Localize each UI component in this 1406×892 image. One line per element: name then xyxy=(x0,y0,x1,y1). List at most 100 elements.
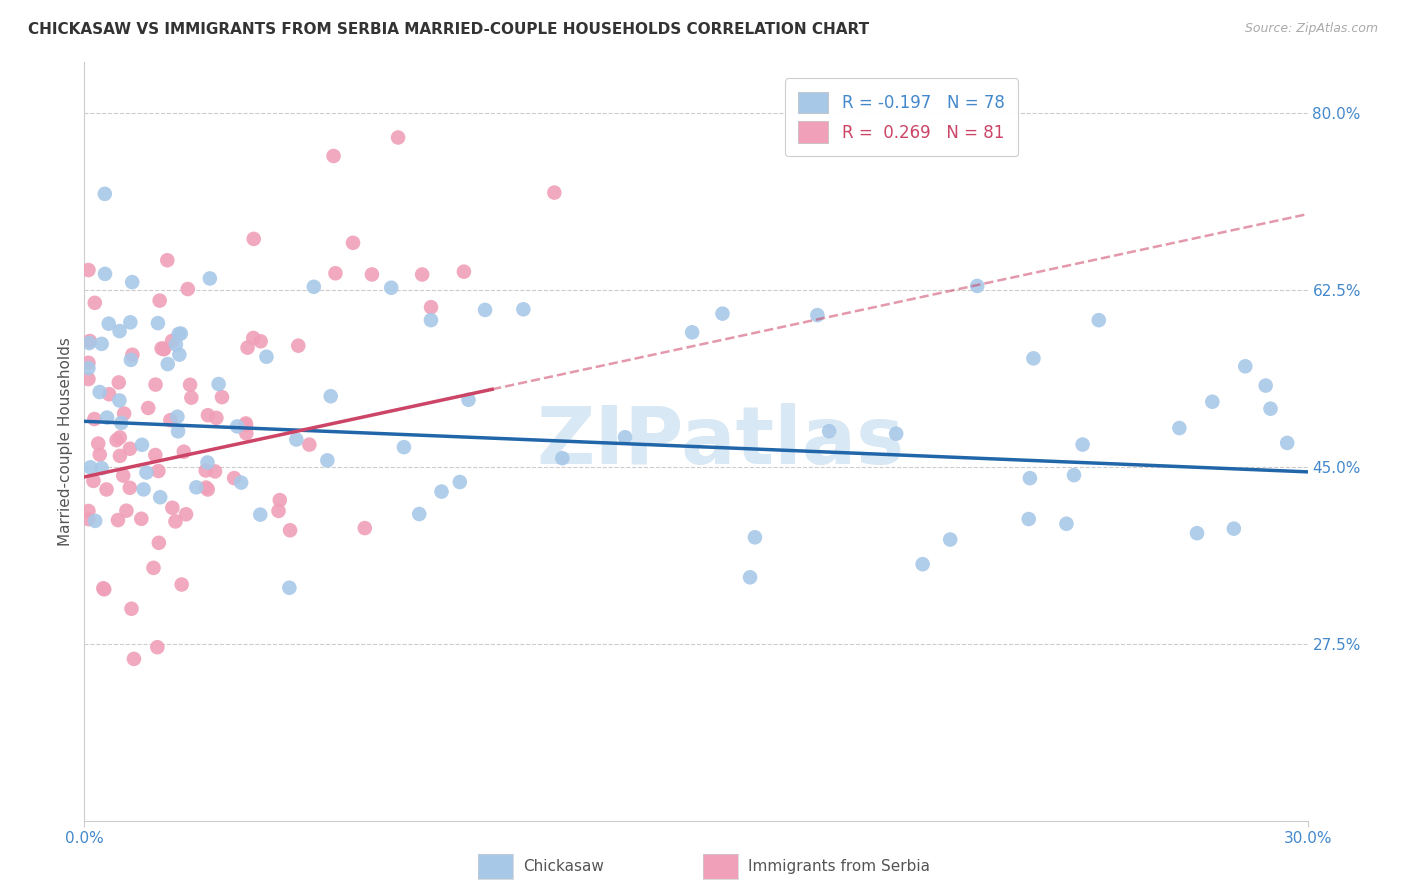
Point xyxy=(77,336,100,351)
Point xyxy=(174,508,197,522)
Point xyxy=(322,149,344,163)
Point xyxy=(131,438,153,452)
Point xyxy=(194,463,217,477)
Point xyxy=(77,512,100,526)
Point xyxy=(121,275,143,289)
Point xyxy=(387,130,409,145)
Point xyxy=(242,331,264,345)
Point xyxy=(224,471,246,485)
Point xyxy=(806,308,828,322)
Point xyxy=(153,342,176,356)
Point xyxy=(173,444,195,458)
Point xyxy=(249,334,271,349)
Point xyxy=(89,448,111,462)
Point xyxy=(131,512,153,526)
Text: Chickasaw: Chickasaw xyxy=(523,859,605,873)
Point xyxy=(614,430,637,444)
Point xyxy=(145,377,167,392)
Point xyxy=(77,263,100,277)
Point xyxy=(112,407,135,421)
Point xyxy=(1168,421,1191,435)
Point xyxy=(319,389,342,403)
Point xyxy=(884,426,907,441)
Point xyxy=(96,483,118,497)
Point xyxy=(108,430,131,444)
Point xyxy=(1277,436,1299,450)
Text: CHICKASAW VS IMMIGRANTS FROM SERBIA MARRIED-COUPLE HOUSEHOLDS CORRELATION CHART: CHICKASAW VS IMMIGRANTS FROM SERBIA MARR… xyxy=(28,22,869,37)
Point xyxy=(77,356,100,370)
Point xyxy=(1234,359,1257,374)
Point xyxy=(744,530,766,544)
Point xyxy=(966,279,988,293)
Point xyxy=(278,523,301,537)
Point xyxy=(249,508,271,522)
Point xyxy=(159,413,181,427)
Point xyxy=(148,536,170,550)
Point xyxy=(711,307,734,321)
Point xyxy=(325,266,347,280)
Point xyxy=(120,352,142,367)
Point xyxy=(298,437,321,451)
Point xyxy=(149,293,172,308)
Point xyxy=(83,412,105,426)
Point xyxy=(179,377,201,392)
Point xyxy=(83,295,105,310)
Point xyxy=(419,313,441,327)
Point xyxy=(408,507,430,521)
Point xyxy=(285,433,308,447)
Point xyxy=(195,481,218,495)
Point xyxy=(207,377,229,392)
Point xyxy=(302,280,325,294)
Point xyxy=(121,601,143,615)
Point xyxy=(91,581,114,595)
Point xyxy=(1223,522,1246,536)
Point xyxy=(110,416,132,430)
Point xyxy=(449,475,471,489)
Point xyxy=(1018,512,1040,526)
Point xyxy=(1201,394,1223,409)
Point xyxy=(169,348,191,362)
Point xyxy=(90,337,112,351)
Point xyxy=(142,561,165,575)
Point xyxy=(1260,401,1282,416)
Point xyxy=(77,504,100,518)
Point xyxy=(551,451,574,466)
Point xyxy=(77,361,100,376)
Point xyxy=(242,232,264,246)
Point xyxy=(87,436,110,450)
Point xyxy=(132,483,155,497)
Point xyxy=(122,652,145,666)
Text: ZIPatlas: ZIPatlas xyxy=(536,402,904,481)
Point xyxy=(96,410,118,425)
Point xyxy=(420,300,443,314)
Point xyxy=(167,425,190,439)
Point xyxy=(287,339,309,353)
Point xyxy=(411,268,433,282)
Point xyxy=(149,490,172,504)
Point xyxy=(77,372,100,386)
Point xyxy=(197,456,219,470)
Point xyxy=(160,334,183,348)
Text: Source: ZipAtlas.com: Source: ZipAtlas.com xyxy=(1244,22,1378,36)
Point xyxy=(90,461,112,475)
Point xyxy=(204,464,226,478)
Point xyxy=(170,577,193,591)
Point xyxy=(267,504,290,518)
Point xyxy=(1087,313,1109,327)
Point xyxy=(197,409,219,423)
Point xyxy=(211,390,233,404)
Point xyxy=(121,348,143,362)
Point xyxy=(89,384,111,399)
Point xyxy=(236,341,259,355)
Point xyxy=(156,253,179,268)
Point xyxy=(205,410,228,425)
Point xyxy=(84,514,107,528)
Point xyxy=(1185,526,1208,541)
Point xyxy=(235,417,257,431)
Legend: R = -0.197   N = 78, R =  0.269   N = 81: R = -0.197 N = 78, R = 0.269 N = 81 xyxy=(785,78,1018,156)
Point xyxy=(1019,471,1042,485)
Point xyxy=(316,453,339,467)
Point xyxy=(118,442,141,456)
Point xyxy=(97,317,120,331)
Point xyxy=(112,468,135,483)
